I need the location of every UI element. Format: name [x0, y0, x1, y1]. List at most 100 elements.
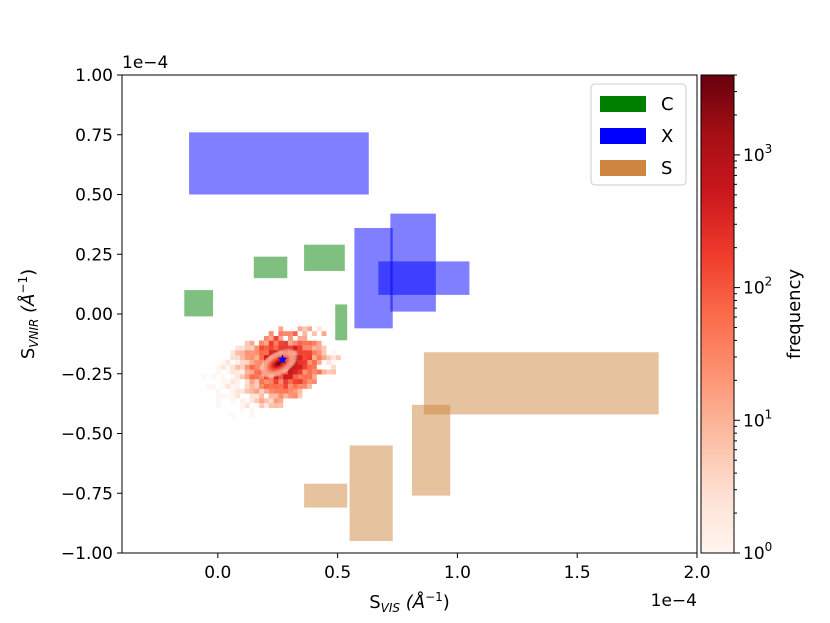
density-cell: [230, 379, 236, 384]
density-cell: [216, 388, 221, 394]
density-cell: [220, 384, 226, 389]
density-cell: [283, 340, 288, 346]
density-cell: [273, 379, 279, 384]
density-cell: [240, 374, 245, 380]
density-cell: [216, 364, 221, 370]
density-cell: [244, 384, 250, 389]
colorbar-tick-label: 103: [743, 142, 772, 166]
density-core: [258, 348, 299, 379]
density-cell: [297, 388, 303, 394]
density-map: [201, 326, 341, 418]
density-cell: [273, 398, 279, 404]
density-cell: [235, 355, 240, 360]
density-cell: [206, 384, 212, 389]
density-cell: [292, 393, 298, 399]
density-cell: [278, 340, 284, 346]
density-cell: [307, 350, 312, 356]
y-tick-label: −0.50: [61, 425, 113, 445]
density-cell: [316, 345, 322, 351]
density-cell: [230, 398, 236, 404]
density-cell: [288, 340, 293, 346]
density-cell: [307, 369, 312, 375]
density-cell: [268, 388, 274, 394]
density-cell: [259, 384, 264, 389]
density-cell: [259, 340, 264, 346]
density-cell: [307, 326, 312, 332]
density-cell: [278, 331, 284, 336]
region-s: [411, 404, 451, 496]
density-cell: [254, 345, 260, 351]
y-tick-label: −0.25: [61, 365, 113, 385]
density-cell: [278, 384, 284, 389]
density-cell: [312, 340, 317, 346]
density-cell: [254, 360, 260, 365]
density-cell: [220, 364, 226, 370]
density-cell: [278, 326, 284, 332]
density-cell: [259, 345, 264, 351]
density-cell: [254, 350, 260, 356]
region-c: [184, 290, 214, 317]
density-cell: [278, 388, 284, 394]
density-cell: [264, 379, 269, 384]
density-cell: [297, 360, 303, 365]
legend-label-x: X: [661, 126, 673, 147]
density-cell: [283, 374, 288, 380]
density-cell: [220, 374, 226, 380]
density-cell: [235, 384, 240, 389]
density-cell: [321, 355, 327, 360]
density-cell: [307, 364, 312, 370]
density-cell: [273, 384, 279, 389]
density-cell: [211, 374, 216, 380]
density-cell: [254, 369, 260, 375]
density-cell: [297, 379, 303, 384]
density-cell: [244, 360, 250, 365]
density-cell: [249, 388, 255, 394]
colorbar-label: frequency: [784, 269, 805, 360]
density-cell: [264, 345, 269, 351]
density-cell: [230, 388, 236, 394]
density-cell: [307, 360, 312, 365]
density-cell: [302, 369, 308, 375]
density-cell: [292, 369, 298, 375]
density-cell: [249, 393, 255, 399]
density-cell: [216, 393, 221, 399]
density-cell: [240, 398, 245, 404]
density-cell: [249, 364, 255, 370]
density-cell: [312, 350, 317, 356]
density-cell: [201, 374, 207, 380]
colorbar: 100 101 102 103 frequency: [700, 74, 805, 564]
density-cell: [240, 350, 245, 356]
density-cell: [268, 340, 274, 346]
density-cell: [244, 398, 250, 404]
density-cell: [288, 345, 293, 351]
density-cell: [297, 326, 303, 332]
density-cell: [254, 403, 260, 408]
x-tick-label: 2.0: [683, 563, 710, 583]
legend: CXS: [590, 83, 687, 186]
density-cell: [331, 369, 336, 375]
legend-swatch-c: [600, 96, 646, 112]
region-c: [335, 304, 348, 341]
x-tick-label: 0.0: [204, 563, 231, 583]
density-cell: [292, 379, 298, 384]
density-cell: [316, 340, 322, 346]
density-cell: [240, 355, 245, 360]
density-cell: [230, 374, 236, 380]
density-cell: [244, 379, 250, 384]
density-cell: [259, 355, 264, 360]
density-cell: [312, 355, 317, 360]
star-marker: [277, 354, 288, 364]
plot-inner: [184, 132, 659, 542]
density-cell: [244, 350, 250, 356]
density-cell: [273, 336, 279, 341]
density-cell: [278, 393, 284, 399]
density-cell: [230, 412, 236, 418]
density-cell: [288, 336, 293, 341]
y-tick-label: 0.75: [75, 126, 113, 146]
density-cell: [302, 360, 308, 365]
density-cell: [249, 350, 255, 356]
density-cell: [249, 345, 255, 351]
density-cell: [302, 384, 308, 389]
density-cell: [268, 398, 274, 404]
density-cell: [259, 403, 264, 408]
